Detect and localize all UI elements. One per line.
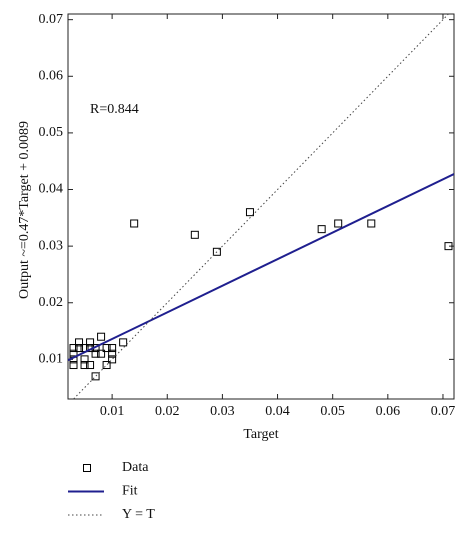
data-point	[75, 338, 84, 347]
data-point	[130, 219, 139, 228]
data-point	[108, 344, 117, 353]
data-point	[86, 361, 95, 370]
y-tick-label: 0.04	[39, 182, 64, 197]
data-point	[108, 355, 117, 364]
data-point	[102, 344, 111, 353]
data-point	[69, 344, 78, 353]
data-point	[97, 349, 106, 358]
x-tick-label: 0.04	[265, 404, 290, 419]
x-tick-label: 0.06	[376, 404, 401, 419]
data-point	[119, 338, 128, 347]
data-point	[444, 242, 453, 251]
fit-line	[72, 14, 450, 399]
data-point	[86, 338, 95, 347]
x-tick-label: 0.07	[431, 404, 456, 419]
data-point	[334, 219, 343, 228]
x-tick-label: 0.05	[320, 404, 345, 419]
y-tick-label: 0.06	[39, 68, 64, 83]
legend-label: Y = T	[122, 507, 155, 522]
y-axis-label: Output ~=0.47*Target + 0.0089	[17, 121, 32, 299]
y-tick-label: 0.07	[39, 12, 64, 27]
data-point	[69, 361, 78, 370]
data-point	[245, 208, 254, 217]
data-point	[190, 230, 199, 239]
data-point	[317, 225, 326, 234]
x-tick-label: 0.02	[155, 404, 180, 419]
data-point	[102, 361, 111, 370]
data-point	[75, 344, 84, 353]
legend-marker	[83, 464, 91, 472]
y-tick-label: 0.02	[39, 295, 64, 310]
x-axis-label: Target	[243, 427, 278, 442]
x-tick-label: 0.03	[210, 404, 235, 419]
data-point	[91, 349, 100, 358]
data-point	[212, 247, 221, 256]
fit-line	[68, 173, 454, 362]
legend-label: Fit	[122, 484, 138, 499]
plot-frame	[67, 13, 455, 400]
data-point	[91, 372, 100, 381]
data-point	[80, 355, 89, 364]
data-point	[367, 219, 376, 228]
legend-label: Data	[122, 460, 149, 475]
y-tick-label: 0.01	[39, 352, 64, 367]
data-point	[108, 349, 117, 358]
data-point	[80, 361, 89, 370]
annotation: R=0.844	[90, 102, 139, 117]
y-tick-label: 0.03	[39, 238, 64, 253]
x-tick-label: 0.01	[100, 404, 125, 419]
data-point	[97, 332, 106, 341]
y-tick-label: 0.05	[39, 125, 64, 140]
